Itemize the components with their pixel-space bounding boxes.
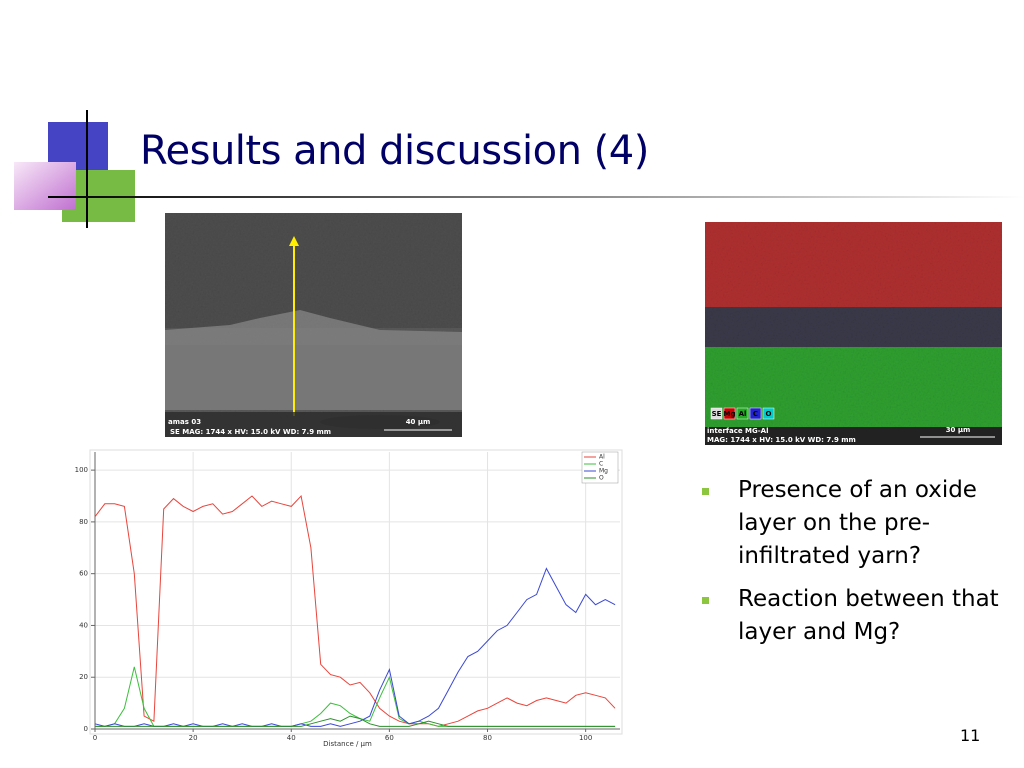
element-chip [723, 407, 736, 420]
page-number: 11 [960, 726, 981, 745]
bullet: Presence of an oxide layer on the pre-in… [700, 474, 1000, 573]
y-tick-label: 0 [84, 725, 88, 733]
legend-label: O [599, 475, 604, 482]
line-chart: 0 20 40 60 80 100 0 20 40 60 80 100 Distance / µm AlC… [75, 449, 623, 748]
image-scale: 30 µm [946, 426, 971, 434]
legend-label: Al [599, 454, 605, 461]
element-chips: SE Mg Al C O [710, 407, 775, 420]
y-tick-label: 40 [79, 621, 88, 629]
image-info: MAG: 1744 x HV: 15.0 kV WD: 7.9 mm [707, 436, 856, 444]
x-axis-label: Distance / µm [323, 740, 372, 748]
image-label: amas 03 [168, 418, 201, 426]
legend-label: Mg [599, 468, 608, 475]
y-tick-label: 60 [79, 570, 88, 578]
x-tick-label: 20 [189, 734, 198, 742]
y-tick-label: 20 [79, 673, 88, 681]
decoration [14, 110, 1024, 228]
image-label: interface MG-Al [707, 427, 768, 435]
bullet: Reaction between that layer and Mg? [700, 583, 1000, 649]
element-chip [736, 407, 749, 420]
element-chip-label: O [766, 410, 772, 418]
x-tick-label: 0 [93, 734, 97, 742]
image-info: SE MAG: 1744 x HV: 15.0 kV WD: 7.9 mm [170, 428, 331, 436]
bullet-list: Presence of an oxide layer on the pre-in… [700, 474, 1000, 659]
eds-map: SE Mg Al C O interface MG-Al MAG: 1744 x HV:… [705, 222, 1002, 445]
series-line [95, 715, 616, 727]
series-line [94, 494, 616, 727]
element-chip-label: C [753, 410, 758, 418]
element-chip [710, 407, 723, 420]
sem-image: amas 03 SE MAG: 1744 x HV: 15.0 kV WD: 7… [165, 213, 462, 437]
element-chip [762, 407, 775, 420]
slide-title: Results and discussion (4) [140, 128, 649, 174]
y-tick-label: 80 [79, 518, 88, 526]
element-chip-label: Al [739, 410, 747, 418]
image-scale: 40 µm [406, 418, 431, 426]
element-chip [749, 407, 762, 420]
legend-label: C [599, 461, 603, 468]
element-chip-label: SE [712, 410, 722, 418]
x-tick-label: 60 [385, 734, 394, 742]
x-tick-label: 80 [483, 734, 492, 742]
y-tick-label: 100 [75, 466, 88, 474]
element-chip-label: Mg [724, 410, 736, 418]
x-tick-label: 100 [579, 734, 592, 742]
x-tick-label: 40 [287, 734, 296, 742]
